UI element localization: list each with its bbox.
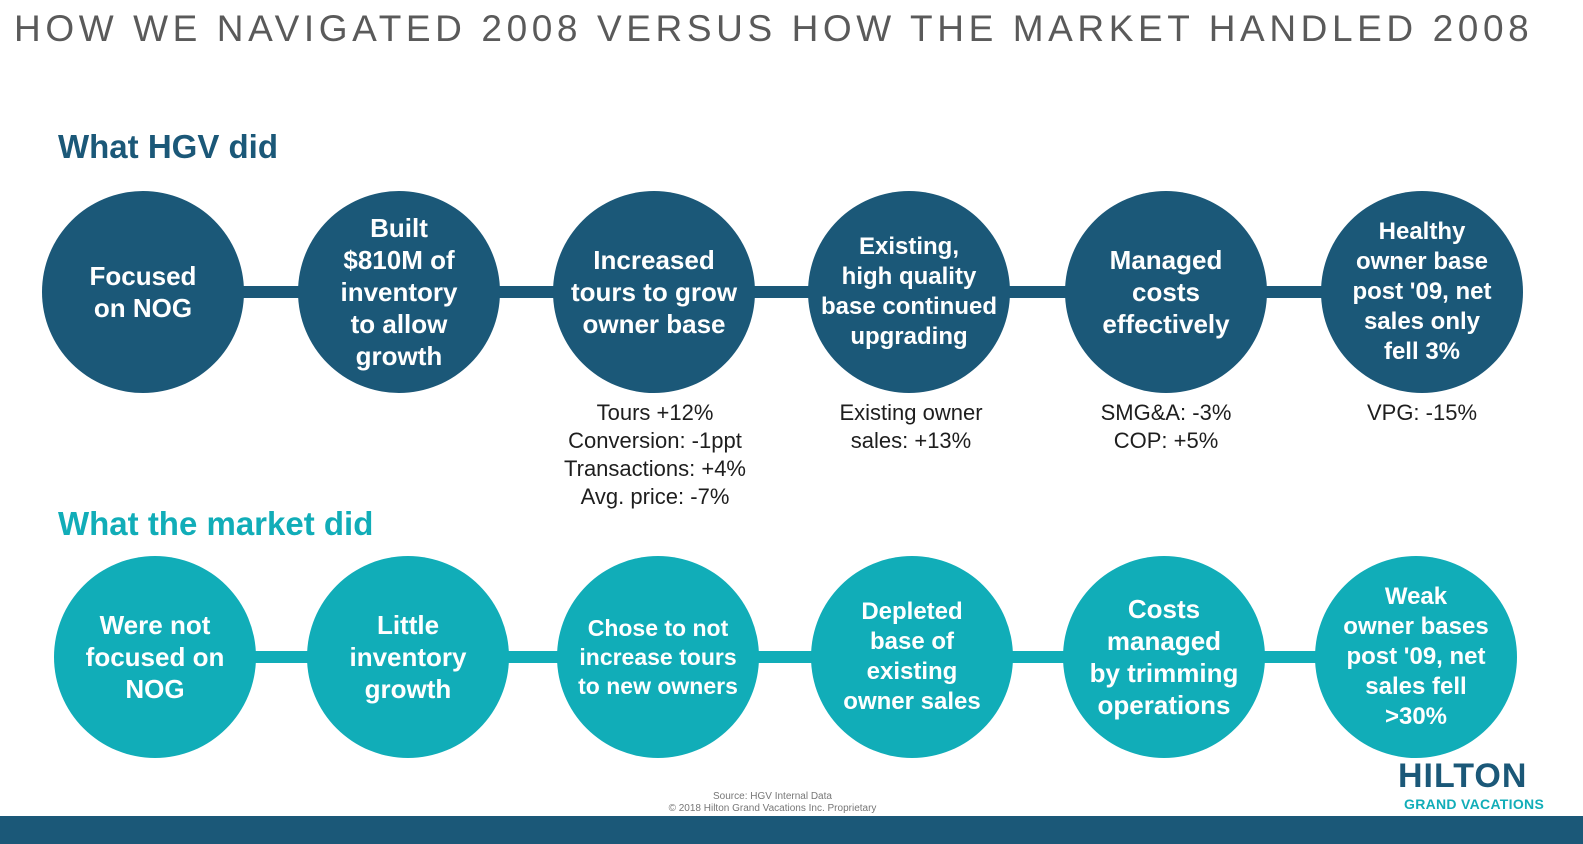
hgv-circle-nog: Focused on NOG — [42, 191, 244, 393]
market-circle-owner-bases: Weak owner bases post '09, net sales fel… — [1315, 556, 1517, 758]
metric-existing-owner: Existing owner sales: +13% — [839, 400, 983, 453]
grand-vacations-logo-text: GRAND VACATIONS — [1404, 796, 1545, 812]
market-circle-label: Chose to not increase tours to new owner… — [578, 614, 738, 699]
metric-tours: Tours +12% Conversion: -1ppt Transaction… — [564, 400, 746, 509]
hgv-circle-label: Healthy owner base post '09, net sales o… — [1352, 218, 1492, 365]
hgv-circle-label: Managed costs effectively — [1102, 245, 1230, 339]
market-circle-tours: Chose to not increase tours to new owner… — [557, 556, 759, 758]
hgv-circle-label: Built $810M of inventory to allow growth — [340, 213, 458, 371]
metric-vpg: VPG: -15% — [1366, 400, 1478, 425]
market-circle-costs: Costs managed by trimming operations — [1063, 556, 1265, 758]
copyright-note: © 2018 Hilton Grand Vacations Inc. Propr… — [668, 803, 877, 814]
hgv-circle-costs: Managed costs effectively — [1065, 191, 1267, 393]
hilton-logo-text: HILTON — [1398, 757, 1528, 795]
hgv-circle-existing-base: Existing, high quality base continued up… — [808, 191, 1010, 393]
market-circle-label: Weak owner bases post '09, net sales fel… — [1343, 583, 1489, 730]
hgv-section-heading: What HGV did — [58, 128, 278, 165]
source-note: Source: HGV Internal Data — [713, 791, 832, 802]
page-title: HOW WE NAVIGATED 2008 VERSUS HOW THE MAR… — [14, 8, 1534, 49]
hgv-circle-label: Focused on NOG — [89, 261, 197, 323]
market-circle-inventory: Little inventory growth — [307, 556, 509, 758]
hgv-circle-label: Increased tours to grow owner base — [570, 245, 738, 339]
market-circle-label: Were not focused on NOG — [85, 610, 225, 704]
metric-costs: SMG&A: -3% COP: +5% — [1100, 400, 1232, 453]
market-circle-label: Costs managed by trimming operations — [1089, 594, 1239, 720]
market-section-heading: What the market did — [58, 505, 374, 542]
market-circle-label: Little inventory growth — [349, 610, 467, 704]
hgv-circle-label: Existing, high quality base continued up… — [820, 233, 998, 350]
market-circle-nog: Were not focused on NOG — [54, 556, 256, 758]
market-circle-depleted-base: Depleted base of existing owner sales — [811, 556, 1013, 758]
hgv-circle-owner-base: Healthy owner base post '09, net sales o… — [1321, 191, 1523, 393]
footer-band — [0, 816, 1583, 844]
hgv-circle-inventory: Built $810M of inventory to allow growth — [298, 191, 500, 393]
market-circle-label: Depleted base of existing owner sales — [843, 598, 981, 715]
hgv-circle-tours: Increased tours to grow owner base — [553, 191, 755, 393]
